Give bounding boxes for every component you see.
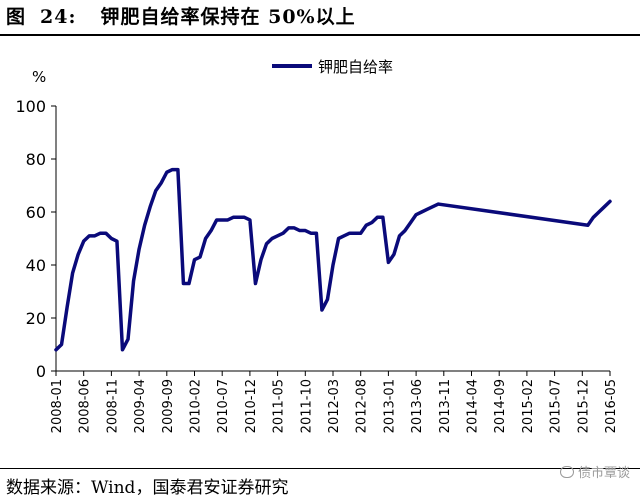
y-tick-label: 0 bbox=[36, 362, 46, 381]
chat-bubble-icon bbox=[559, 466, 574, 478]
x-tick-label: 2013-01 bbox=[382, 379, 397, 433]
figure-label: 图 bbox=[6, 6, 27, 28]
x-tick-label: 2010-02 bbox=[189, 379, 204, 433]
top-rule bbox=[0, 34, 640, 36]
watermark-text: 债市覃谈 bbox=[577, 466, 630, 481]
x-tick-label: 2015-02 bbox=[521, 379, 536, 433]
y-tick-label: 20 bbox=[26, 309, 46, 328]
x-tick-label: 2008-01 bbox=[50, 379, 65, 433]
bottom-rule bbox=[0, 468, 640, 469]
legend-label: 钾肥自给率 bbox=[318, 58, 393, 76]
x-tick-label: 2008-11 bbox=[105, 379, 120, 433]
y-axis-unit: % bbox=[32, 68, 46, 86]
x-tick-label: 2010-07 bbox=[216, 379, 231, 433]
y-tick-label: 40 bbox=[26, 256, 46, 275]
y-tick-label: 100 bbox=[15, 97, 46, 116]
y-tick-label: 80 bbox=[26, 150, 46, 169]
x-tick-label: 2011-05 bbox=[272, 379, 287, 433]
x-tick-label: 2008-06 bbox=[78, 379, 93, 433]
source-note: 数据来源：Wind，国泰君安证券研究 bbox=[6, 478, 289, 498]
x-tick-label: 2016-05 bbox=[604, 379, 619, 433]
series-line bbox=[54, 167, 612, 352]
x-tick-label: 2009-09 bbox=[161, 379, 176, 433]
figure-title: 图 24: 钾肥自给率保持在 50%以上 bbox=[6, 2, 356, 32]
x-tick-label: 2010-12 bbox=[244, 379, 259, 433]
watermark: 债市覃谈 bbox=[559, 462, 630, 481]
x-tick-label: 2015-12 bbox=[576, 379, 591, 433]
line-chart: 0 20 40 60 80 100% 2008-01 2008-06 2008-11 2009-0… bbox=[15, 58, 619, 433]
x-tick-label: 2014-04 bbox=[466, 379, 481, 433]
figure-number: 24: bbox=[40, 6, 77, 28]
x-tick-label: 2013-06 bbox=[410, 379, 425, 433]
figure-title-text: 钾肥自给率保持在 50%以上 bbox=[100, 6, 356, 28]
x-tick-label: 2011-10 bbox=[299, 379, 314, 433]
x-tick-label: 2015-07 bbox=[549, 379, 564, 433]
y-tick-label: 60 bbox=[26, 203, 46, 222]
x-tick-label: 2012-08 bbox=[355, 379, 370, 433]
x-tick-label: 2013-11 bbox=[438, 379, 453, 433]
x-tick-label: 2012-03 bbox=[327, 379, 342, 433]
x-tick-label: 2014-09 bbox=[493, 379, 508, 433]
x-tick-label: 2009-04 bbox=[133, 379, 148, 433]
